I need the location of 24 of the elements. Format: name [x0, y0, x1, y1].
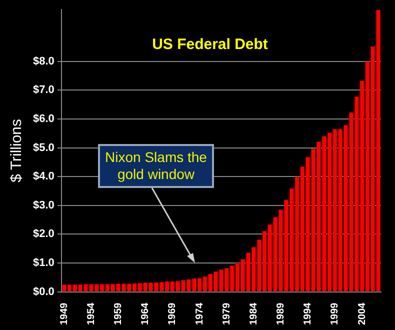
- y-tick-label: $1.0: [32, 256, 54, 269]
- y-tick-label: $6.0: [32, 113, 54, 126]
- x-tick-label: 1959: [113, 302, 124, 326]
- y-tick-label: $2.0: [32, 228, 54, 240]
- annotation: Nixon Slams the gold window: [98, 144, 214, 188]
- x-tick-label: 1979: [221, 302, 232, 326]
- y-tick-label: $8.0: [32, 55, 54, 68]
- x-tick-label: 1974: [194, 302, 206, 326]
- x-tick-label: 1949: [58, 302, 70, 326]
- y-tick-label: $3.0: [32, 199, 54, 212]
- x-tick-label: 1994: [302, 302, 314, 326]
- text: US Federal Debt: [152, 36, 268, 54]
- y-axis-title: $ Trillions: [8, 118, 26, 182]
- x-tick-label: 1964: [140, 302, 152, 326]
- y-tick-label: $5.0: [32, 142, 54, 154]
- y-tick-label: $7.0: [32, 84, 54, 96]
- y-tick-label: $0.0: [32, 286, 54, 298]
- x-tick-label: 1999: [330, 302, 341, 326]
- y-tick-label: $4.0: [32, 170, 54, 183]
- x-tick-label: 1969: [167, 302, 178, 326]
- x-tick-label: 1989: [276, 302, 287, 326]
- x-tick-label: 2004: [356, 302, 368, 326]
- x-tick-label: 1954: [86, 302, 97, 326]
- x-tick-label: 1984: [248, 302, 260, 326]
